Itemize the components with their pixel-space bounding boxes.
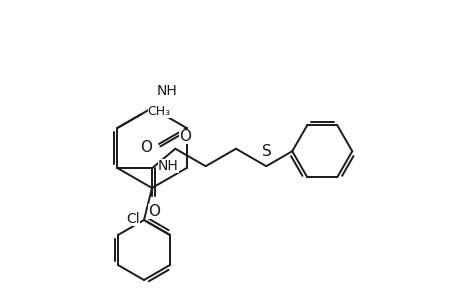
Text: S: S xyxy=(262,144,272,159)
Text: O: O xyxy=(140,140,151,154)
Text: NH: NH xyxy=(157,159,178,173)
Text: O: O xyxy=(148,204,160,219)
Text: NH: NH xyxy=(157,84,177,98)
Text: O: O xyxy=(179,129,191,144)
Text: CH₃: CH₃ xyxy=(147,104,170,118)
Text: Cl: Cl xyxy=(126,212,140,226)
